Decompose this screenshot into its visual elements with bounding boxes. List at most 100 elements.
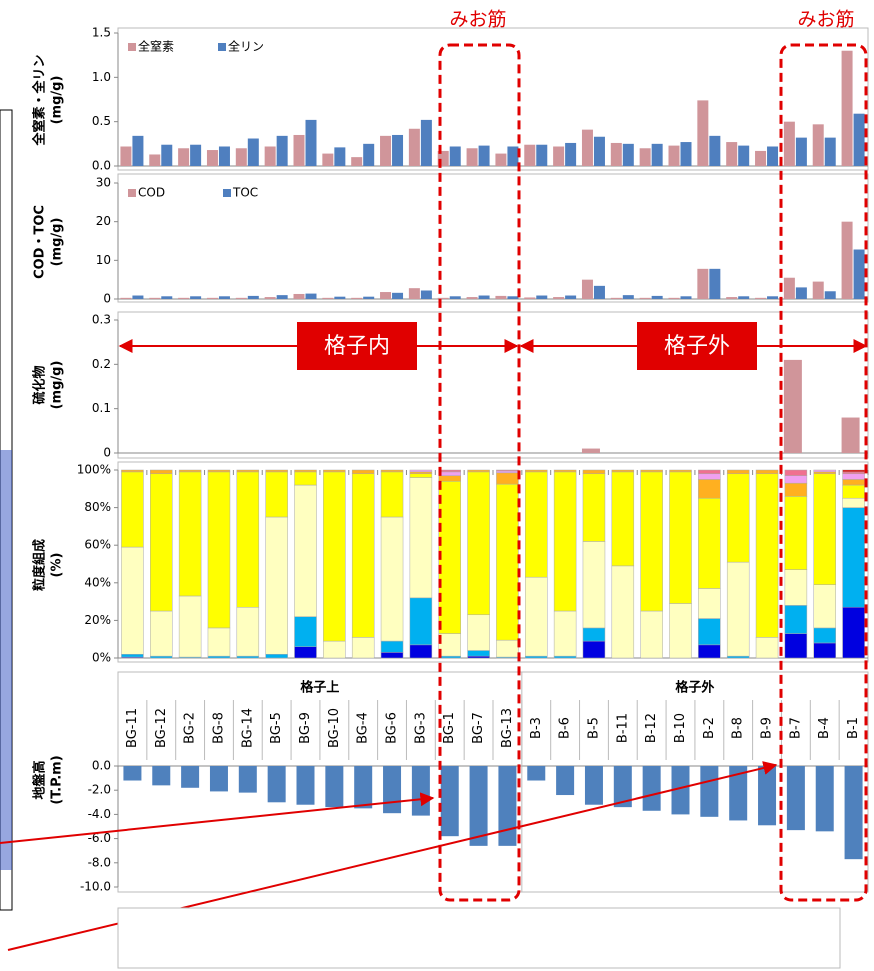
bar-segment <box>641 611 663 658</box>
bar <box>306 294 317 299</box>
bar-segment <box>295 485 317 617</box>
y-axis-label: 全窒素・全リン <box>32 54 48 146</box>
bar-segment <box>468 615 490 651</box>
bar-segment <box>237 472 259 607</box>
bar-segment <box>468 472 490 615</box>
bar-segment <box>814 474 836 585</box>
annotation: みお筋 <box>797 9 854 31</box>
bar-segment <box>121 470 143 472</box>
y-axis-label: COD・TOC <box>33 205 48 279</box>
bar-segment <box>670 470 692 472</box>
bar <box>709 269 720 299</box>
bar <box>536 145 547 166</box>
bar-segment <box>496 484 518 640</box>
bar <box>738 296 749 299</box>
bar <box>363 297 374 299</box>
bar-segment <box>612 566 634 658</box>
bar <box>467 148 478 166</box>
bar-segment <box>352 474 374 638</box>
y-axis-label: 粒度組成 <box>32 539 48 591</box>
bar-segment <box>727 562 749 656</box>
bar <box>421 120 432 166</box>
bar-segment <box>843 474 865 480</box>
bar-segment <box>496 471 518 473</box>
bar-segment <box>554 472 576 611</box>
bar-segment <box>410 470 432 472</box>
y-tick-label: 0.0 <box>92 159 111 173</box>
bar-segment <box>208 470 230 472</box>
bar-segment <box>381 517 403 641</box>
y-axis-label: 地盤高 <box>32 760 48 799</box>
bar <box>507 296 518 299</box>
bar <box>190 296 201 299</box>
x-tick-label: B-11 <box>615 713 630 743</box>
bar <box>854 250 865 299</box>
y-tick-label: 0.3 <box>92 313 111 327</box>
x-tick-label: BG-11 <box>125 708 140 748</box>
bar <box>479 296 490 299</box>
bar-segment <box>698 619 720 645</box>
bar-segment <box>410 598 432 645</box>
y-axis-label: 硫化物 <box>32 365 48 404</box>
bar-segment <box>525 577 547 656</box>
bar <box>380 136 391 166</box>
bar <box>611 143 622 166</box>
y-tick-label: 40% <box>84 575 111 589</box>
plot-frame <box>118 462 868 662</box>
bar <box>383 766 401 813</box>
bar-segment <box>583 628 605 641</box>
y-tick-label: 0.5 <box>92 114 111 128</box>
bar <box>236 148 247 166</box>
pointer-line <box>0 798 433 843</box>
x-tick-label: BG-9 <box>298 712 313 744</box>
bar-segment <box>785 570 807 606</box>
legend-label: 全リン <box>228 39 264 54</box>
bar <box>297 766 315 805</box>
x-tick-label: BG-7 <box>471 712 486 744</box>
bar-segment <box>266 654 288 658</box>
bar <box>161 145 172 166</box>
bar-segment <box>583 470 605 474</box>
y-tick-label: 1.5 <box>92 26 111 40</box>
bar <box>527 766 545 781</box>
bar <box>842 222 853 299</box>
legend-swatch <box>223 189 231 197</box>
legend-box <box>118 908 840 968</box>
legend-swatch <box>128 43 136 51</box>
bar-segment <box>237 607 259 656</box>
bar <box>210 766 228 791</box>
bar <box>467 297 478 299</box>
bar <box>709 136 720 166</box>
bar-segment <box>814 628 836 643</box>
bar-segment <box>525 656 547 658</box>
y-tick-label: 10 <box>96 253 111 267</box>
bar-segment <box>410 474 432 478</box>
bar <box>161 296 172 299</box>
x-tick-label: BG-6 <box>385 712 400 744</box>
y-axis-label: (T.P.m) <box>50 755 65 804</box>
bar-segment <box>323 641 345 658</box>
bar <box>582 280 593 299</box>
bar <box>643 766 661 811</box>
bar-segment <box>843 498 865 507</box>
bar <box>149 298 160 299</box>
bar-segment <box>352 470 374 474</box>
bar <box>450 146 461 166</box>
bar <box>553 146 564 166</box>
bar <box>669 146 680 166</box>
bar-segment <box>785 634 807 658</box>
bar <box>152 766 170 785</box>
chart: みお筋 みお筋 全窒素・全リン(mg/g)0.00.51.01.5全窒素全リンC… <box>0 0 874 971</box>
bar-segment <box>727 474 749 562</box>
bar <box>700 766 718 817</box>
bar-segment <box>237 470 259 472</box>
bar-segment <box>814 472 836 474</box>
bar-segment <box>641 470 663 472</box>
bar <box>207 150 218 166</box>
bar <box>495 296 506 299</box>
y-tick-label: 0.2 <box>92 357 111 371</box>
y-tick-label: 20 <box>96 214 111 228</box>
bar-segment <box>439 634 461 657</box>
y-tick-label: -2.0 <box>88 783 111 797</box>
bar-segment <box>295 647 317 658</box>
